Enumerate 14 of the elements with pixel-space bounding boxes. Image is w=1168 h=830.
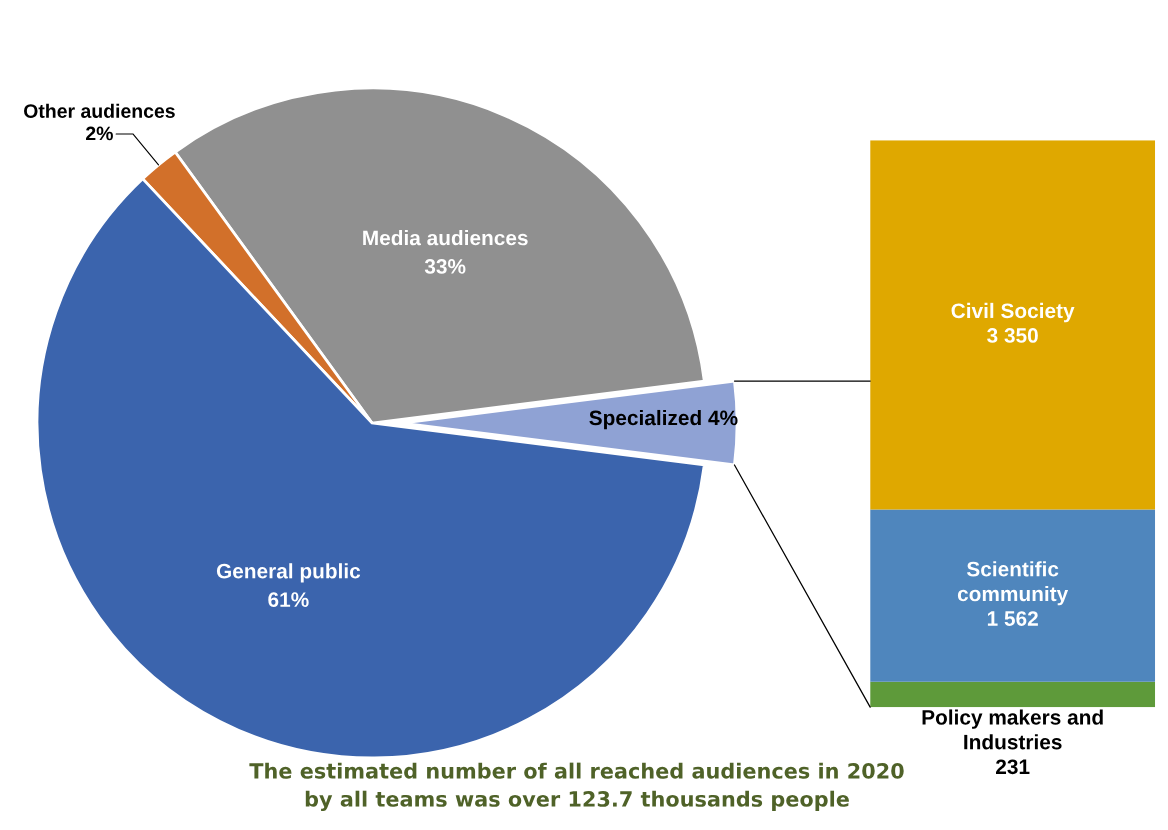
slice-label: Specialized 4% xyxy=(589,409,738,430)
data-label: 3 350 xyxy=(987,328,1038,343)
slice-label: Media audiences xyxy=(363,229,528,246)
data-label: 1 562 xyxy=(987,611,1038,626)
slice-label: General public xyxy=(216,563,361,583)
data-label: 33% xyxy=(424,259,466,274)
series-label: Civil Society xyxy=(951,302,1075,323)
data-label: 231 xyxy=(996,759,1030,775)
data-label: 61% xyxy=(268,592,309,607)
series-label: Scientific community xyxy=(957,561,1069,606)
data-label: 2% xyxy=(86,126,113,141)
text: The estimated number of all reached audiences in 2020 by all teams was over 123.7 thousands people xyxy=(249,762,904,812)
slice-label: Other audiences xyxy=(24,103,175,118)
series-label: Policy makers and Industries xyxy=(922,709,1103,750)
